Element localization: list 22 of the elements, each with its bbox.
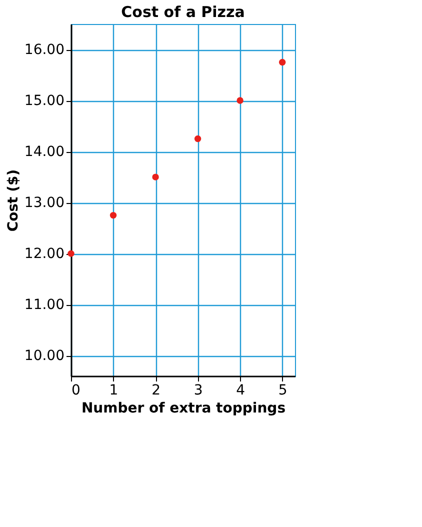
- y-tick-label: 16.00: [24, 42, 64, 58]
- point: [236, 97, 244, 104]
- point: [278, 58, 286, 66]
- y-tick-label: 10.00: [24, 348, 64, 364]
- x-tick-label: 5: [278, 382, 288, 398]
- y-tick-label: 13.00: [24, 195, 64, 212]
- point: [68, 250, 74, 257]
- y-tick-label: 14.00: [24, 144, 64, 160]
- point: [194, 135, 202, 142]
- x-tick-label: 3: [194, 382, 203, 398]
- x-tick-label: 0: [72, 382, 80, 398]
- y-axis-title: Cost ($): [5, 169, 22, 232]
- chart-title: Cost of a Pizza: [121, 3, 245, 21]
- y-tick-label: 12.00: [24, 246, 64, 262]
- x-tick-label: 1: [109, 382, 118, 398]
- point: [110, 212, 117, 219]
- x-axis-title: Number of extra toppings: [81, 400, 286, 416]
- point: [152, 174, 159, 180]
- y-tick-label: 15.00: [24, 93, 64, 110]
- x-tick-label: 4: [236, 382, 246, 398]
- x-tick-label: 2: [152, 382, 160, 398]
- y-tick-label: 11.00: [24, 297, 64, 314]
